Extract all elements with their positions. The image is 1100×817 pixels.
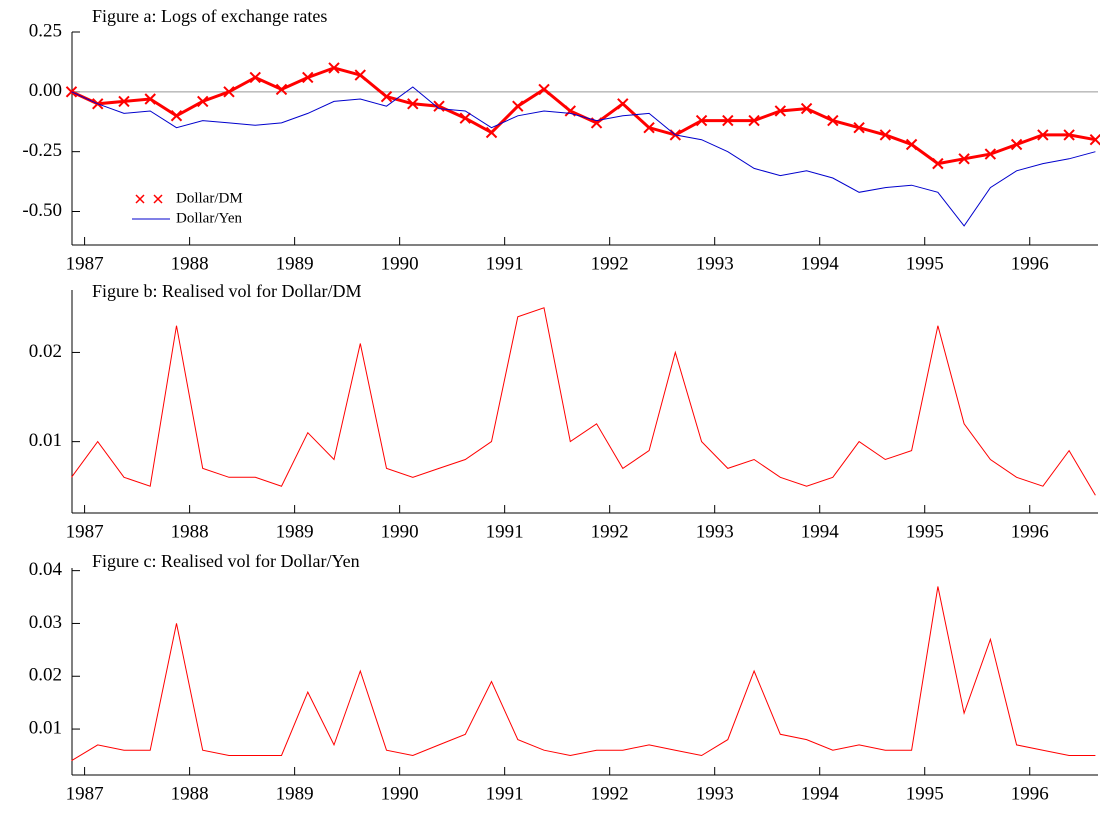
x-tick-label: 1995 [906,783,944,804]
marker [748,114,760,127]
y-tick-label: 0.00 [29,80,62,101]
marker [433,100,445,112]
x-tick-label: 1993 [696,783,734,804]
marker [774,105,787,117]
marker [1037,129,1049,141]
marker [144,93,156,105]
marker [643,122,655,134]
x-tick-label: 1993 [696,253,734,274]
y-tick-label: 0.01 [29,430,62,451]
marker [1089,133,1100,146]
marker [354,69,366,81]
x-tick-label: 1988 [171,253,209,274]
chart-title: Figure b: Realised vol for Dollar/DM [92,281,361,301]
marker [800,102,813,115]
marker [380,90,393,103]
series-line [70,66,1096,166]
x-tick-label: 1988 [171,521,209,542]
marker [118,95,130,108]
x-tick-label: 1989 [276,253,314,274]
x-tick-label: 1990 [381,783,419,804]
marker [853,122,865,134]
legend-marker [153,194,163,204]
y-tick-label: 0.04 [29,559,63,580]
marker [617,98,629,110]
y-tick-label: -0.50 [22,200,62,221]
y-tick-label: 0.25 [29,20,62,41]
marker [695,114,708,127]
y-tick-label: 0.03 [29,612,62,633]
series-line [71,86,1096,227]
legend-marker [135,194,145,204]
x-tick-label: 1991 [486,253,524,274]
marker [407,98,419,110]
x-tick-label: 1996 [1011,253,1049,274]
marker [170,110,183,122]
legend-label: Dollar/DM [176,190,243,206]
x-tick-label: 1993 [696,521,734,542]
x-tick-label: 1995 [906,253,944,274]
x-tick-label: 1992 [591,253,629,274]
marker [538,83,550,96]
y-tick-label: -0.25 [22,140,62,161]
x-tick-label: 1992 [591,521,629,542]
marker [459,112,471,124]
marker [485,126,498,139]
y-tick-label: 0.01 [29,717,62,738]
marker [879,129,892,141]
marker [1063,129,1075,141]
x-tick-label: 1996 [1011,783,1049,804]
chart-title: Figure c: Realised vol for Dollar/Yen [92,551,360,571]
x-tick-label: 1994 [801,253,840,274]
x-tick-label: 1994 [801,783,840,804]
marker [958,153,970,165]
chart-title: Figure a: Logs of exchange rates [92,6,327,26]
marker [328,62,340,74]
marker [827,114,839,127]
x-tick-label: 1987 [66,521,104,542]
marker [65,86,78,98]
y-tick-label: 0.02 [29,341,62,362]
marker [932,157,944,170]
x-tick-label: 1996 [1011,521,1049,542]
x-tick-label: 1992 [591,783,629,804]
marker [197,95,209,108]
x-tick-label: 1991 [486,521,524,542]
marker [1010,138,1023,151]
x-tick-label: 1990 [381,253,419,274]
marker [302,71,314,84]
x-tick-label: 1995 [906,521,944,542]
y-tick-label: 0.02 [29,665,62,686]
x-tick-label: 1989 [276,783,314,804]
x-tick-label: 1990 [381,521,419,542]
legend-label: Dollar/Yen [176,210,242,226]
x-tick-label: 1987 [66,783,104,804]
x-tick-label: 1987 [66,253,104,274]
series-line [71,586,1096,762]
series-line [71,307,1096,496]
marker [984,148,997,160]
marker [249,71,261,84]
x-tick-label: 1994 [801,521,840,542]
marker [275,83,288,96]
marker [905,138,918,151]
marker [512,100,524,112]
marker [722,114,734,127]
marker [223,86,235,98]
x-tick-label: 1991 [486,783,524,804]
x-tick-label: 1989 [276,521,314,542]
x-tick-label: 1988 [171,783,209,804]
